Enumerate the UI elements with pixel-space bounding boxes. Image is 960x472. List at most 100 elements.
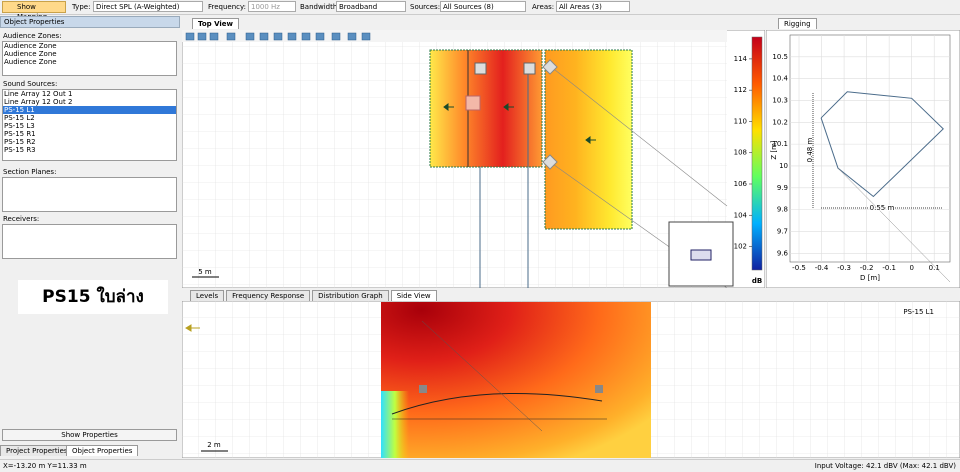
colorbar-tick-label: 110: [734, 117, 747, 125]
x-tick-label: -0.4: [815, 264, 829, 272]
colorbar-tick-label: 106: [734, 180, 748, 188]
type-dropdown[interactable]: Direct SPL (A-Weighted): [93, 1, 203, 12]
spl-section: [381, 302, 651, 458]
scale-label: 2 m: [207, 441, 221, 449]
rigging-chart: -0.5 -0.4 -0.3 -0.2 -0.1 0 0.1 9.6 9.7 9.8 9.9 10 10…: [766, 30, 960, 288]
scale-label: 5 m: [198, 268, 212, 276]
list-item[interactable]: PS-15 L3: [4, 122, 35, 130]
label: Section Planes:: [3, 168, 57, 176]
list-item[interactable]: PS-15 R2: [4, 138, 36, 146]
y-tick-label: 10.3: [772, 96, 788, 104]
tab[interactable]: Object Properties: [66, 445, 139, 456]
plot-area: [789, 34, 951, 263]
tab[interactable]: Rigging: [778, 18, 817, 29]
top-view: 5 m dB 102 104 106 108 110 112 114: [182, 30, 765, 288]
tab[interactable]: Distribution Graph: [312, 290, 389, 301]
list-item[interactable]: PS-15 L2: [4, 114, 35, 122]
frequency-dropdown[interactable]: 1000 Hz: [248, 1, 296, 12]
speaker: [595, 385, 603, 393]
tool-icon[interactable]: [209, 32, 219, 41]
x-tick-label: 0: [909, 264, 913, 272]
y-tick-label: 10.1: [772, 140, 788, 148]
list-item[interactable]: Audience Zone: [4, 50, 57, 58]
label: Sources:: [410, 3, 441, 11]
list-item[interactable]: Audience Zone: [4, 58, 57, 66]
sources-dropdown[interactable]: All Sources (8): [440, 1, 526, 12]
tab[interactable]: Levels: [190, 290, 225, 301]
show-properties-button[interactable]: Show Properties: [2, 429, 177, 441]
tool-icon[interactable]: [331, 32, 341, 41]
list-item[interactable]: Audience Zone: [4, 42, 57, 50]
dimension-label: 0.48 m: [806, 138, 814, 163]
x-tick-label: -0.1: [882, 264, 896, 272]
tool-icon[interactable]: [185, 32, 195, 41]
colorbar-tick-label: 108: [734, 149, 747, 157]
tool-icon[interactable]: [301, 32, 311, 41]
y-tick-label: 9.7: [777, 227, 788, 235]
audience-zone-list: Audience Zone Audience Zone Audience Zone: [2, 41, 177, 76]
x-tick-label: -0.2: [860, 264, 874, 272]
x-tick-label: -0.5: [792, 264, 806, 272]
speaker-selected: [465, 95, 481, 111]
tab[interactable]: Side View: [390, 290, 437, 301]
list-item[interactable]: Line Array 12 Out 1: [4, 90, 73, 98]
overlay-note: PS15 ใบล่าง: [18, 280, 168, 314]
show-mapping-button[interactable]: Show Mapping: [2, 1, 66, 21]
label: Bandwidth:: [300, 3, 340, 11]
label: Type:: [72, 3, 91, 11]
panel-title: Object Properties: [0, 16, 180, 28]
colorbar-tick-label: 112: [734, 86, 747, 94]
audience-line: [391, 392, 603, 415]
y-tick-label: 9.6: [777, 249, 789, 257]
tab[interactable]: Project Properties: [0, 445, 74, 456]
viewport: [766, 30, 960, 288]
colorbar-unit: dB: [752, 277, 762, 285]
direction-arrow: [185, 324, 200, 332]
aim-line: [421, 320, 543, 432]
list-item[interactable]: Line Array 12 Out 2: [4, 98, 73, 106]
source-label: PS-15 L1: [903, 308, 934, 316]
x-tick-label: -0.3: [837, 264, 851, 272]
section-plane-list: [2, 177, 177, 212]
tool-icon[interactable]: [315, 32, 325, 41]
list-item[interactable]: PS-15 L1: [3, 106, 176, 114]
spl-section: [381, 391, 409, 458]
speaker: [542, 154, 558, 170]
colorbar: [751, 36, 763, 271]
dimension-label: 0.55 m: [870, 204, 895, 212]
speaker: [523, 62, 536, 75]
tab-strip: Levels Frequency Response Distribution Gra…: [190, 290, 439, 301]
tool-icon[interactable]: [347, 32, 357, 41]
tool-icon[interactable]: [226, 32, 236, 41]
tool-icon[interactable]: [287, 32, 297, 41]
sound-source-list: Line Array 12 Out 1 Line Array 12 Out 2 PS…: [2, 89, 177, 161]
receiver-list: [2, 224, 177, 259]
x-tick-label: 0.1: [929, 264, 940, 272]
input-voltage: Input Voltage: 42.1 dBV (Max: 42.1 dBV): [814, 462, 956, 470]
list-item[interactable]: PS-15 R1: [4, 130, 36, 138]
list-item[interactable]: PS-15 R3: [4, 146, 36, 154]
tool-icon[interactable]: [361, 32, 371, 41]
label: Areas:: [532, 3, 555, 11]
y-tick-label: 9.8: [777, 206, 788, 214]
speaker: [419, 385, 427, 393]
tool-icon[interactable]: [245, 32, 255, 41]
areas-dropdown[interactable]: All Areas (3): [556, 1, 630, 12]
status-bar: [0, 459, 960, 472]
tool-icon[interactable]: [197, 32, 207, 41]
tool-icon[interactable]: [259, 32, 269, 41]
y-tick-label: 10.5: [772, 53, 788, 61]
y-tick-label: 10: [779, 162, 788, 170]
tool-icon[interactable]: [273, 32, 283, 41]
aim-line: [549, 65, 728, 207]
speaker: [542, 59, 558, 75]
bandwidth-dropdown[interactable]: Broadband: [336, 1, 406, 12]
direction-arrow: [443, 103, 596, 144]
colorbar-tick-label: 104: [734, 211, 748, 219]
tab[interactable]: Frequency Response: [226, 290, 311, 301]
side-view: 2 m PS-15 L1: [182, 301, 960, 458]
colorbar-tick-label: 102: [734, 243, 747, 251]
colorbar-tick-label: 114: [734, 55, 748, 63]
tab[interactable]: Top View: [192, 18, 240, 29]
